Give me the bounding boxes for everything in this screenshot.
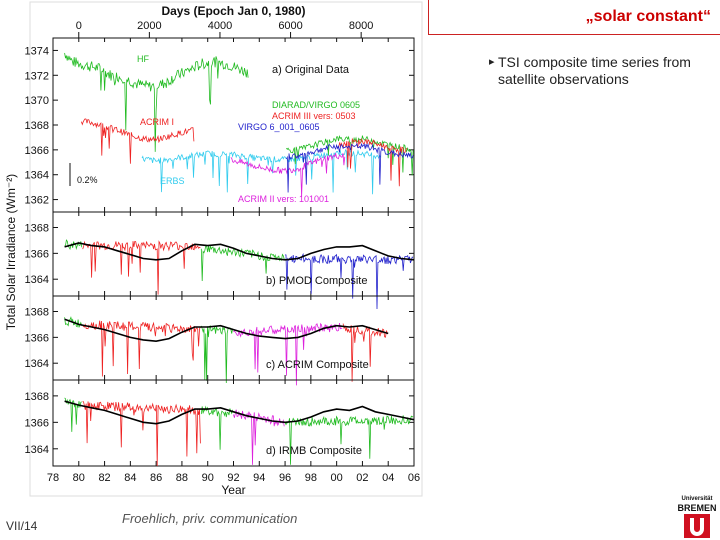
x-tick-label: 04 <box>382 472 394 484</box>
series-line <box>81 118 195 164</box>
y-tick-label: 1364 <box>25 274 49 286</box>
panel-plot-area <box>64 52 414 198</box>
composite-segment <box>233 322 343 386</box>
series-label: ERBS <box>160 176 185 186</box>
panel-2: 1368 1366 1364 b) PMOD Composite <box>25 211 415 310</box>
x-tick-label: 80 <box>73 472 85 484</box>
x-tick-label: 84 <box>124 472 136 484</box>
y-tick-label: 1364 <box>25 358 49 370</box>
series-label: DIARAD/VIRGO 0605 <box>272 100 360 110</box>
title-box: „solar constant“ <box>428 0 720 35</box>
x-tick-label: 78 <box>47 472 59 484</box>
composite-segment <box>233 409 285 465</box>
y-tick-label: 1368 <box>25 391 49 403</box>
y-tick-label: 1372 <box>25 70 49 82</box>
scale-note: 0.2% <box>77 175 98 185</box>
series-label: ACRIM I <box>140 117 174 127</box>
series-line <box>286 142 414 193</box>
composite-segment <box>82 320 201 377</box>
composite-segment <box>342 323 388 382</box>
x-tick-label: 98 <box>305 472 317 484</box>
composite-segment <box>285 252 414 310</box>
y-tick-label: 1366 <box>25 332 49 344</box>
panel-label: a) Original Data <box>272 64 350 76</box>
x-tick-label: 06 <box>408 472 420 484</box>
x-tick-label: 86 <box>150 472 162 484</box>
top-axis-label: Days (Epoch Jan 0, 1980) <box>161 4 305 18</box>
smoothed-line <box>64 242 414 261</box>
panel-plot-area <box>64 397 414 466</box>
series-line <box>64 52 249 152</box>
bullet-point: ▸ TSI composite time series from satelli… <box>489 54 713 88</box>
top-tick-label: 2000 <box>137 20 161 32</box>
y-tick-label: 1370 <box>25 95 49 107</box>
top-tick-label: 0 <box>76 20 82 32</box>
panel-label: d) IRMB Composite <box>266 445 362 457</box>
x-tick-label: 94 <box>253 472 265 484</box>
series-label: HF <box>137 54 149 64</box>
x-tick-label: 90 <box>202 472 214 484</box>
x-tick-label: 82 <box>98 472 110 484</box>
composite-segment <box>200 325 233 384</box>
logo-top-text: Universität <box>681 496 713 502</box>
composite-segment <box>284 415 414 465</box>
slide-title: „solar constant“ <box>585 8 711 25</box>
smoothed-line <box>64 400 414 425</box>
series-label: VIRGO 6_001_0605 <box>238 122 320 132</box>
figure-frame <box>29 1 423 497</box>
logo-bottom-text: BREMEN <box>677 503 717 513</box>
bullet-mark-icon: ▸ <box>489 56 495 68</box>
x-tick-label: 88 <box>176 472 188 484</box>
x-tick-label: 00 <box>331 472 343 484</box>
composite-segment <box>200 244 285 282</box>
panel-4: 1368 1366 1364 d) IRMB Composite <box>25 379 415 467</box>
credit-note: Froehlich, priv. communication <box>122 511 298 526</box>
y-tick-label: 1364 <box>25 170 49 182</box>
series-line <box>286 134 414 176</box>
x-tick-label: 92 <box>227 472 239 484</box>
y-tick-label: 1364 <box>25 444 49 456</box>
panel-3: 1368 1366 1364 c) ACRIM Composite <box>25 295 415 386</box>
top-tick-label: 6000 <box>278 20 302 32</box>
panel-label: c) ACRIM Composite <box>266 359 369 371</box>
composite-segment <box>82 400 201 466</box>
y-tick-label: 1366 <box>25 248 49 260</box>
y-tick-label: 1362 <box>25 195 49 207</box>
series-line <box>337 137 407 187</box>
panel-label: b) PMOD Composite <box>266 275 367 287</box>
series-line <box>141 148 382 195</box>
bullet-text: TSI composite time series from satellite… <box>498 54 691 87</box>
composite-segment <box>64 397 82 432</box>
top-tick-label: 4000 <box>208 20 232 32</box>
panel-plot-area <box>64 316 389 386</box>
y-tick-label: 1366 <box>25 145 49 157</box>
y-tick-label: 1368 <box>25 120 49 132</box>
y-tick-label: 1368 <box>25 223 49 235</box>
y-tick-label: 1366 <box>25 417 49 429</box>
logo-emblem-icon <box>684 514 710 538</box>
series-label: ACRIM III vers: 0503 <box>272 111 356 121</box>
y-axis-title: Total Solar Irradiance (Wm⁻²) <box>4 174 18 330</box>
y-tick-label: 1368 <box>25 307 49 319</box>
panel-1: 1374 1372 1370 1368 1366 1364 1362 HF ACRIM I ERB… <box>25 37 415 213</box>
series-label: ACRIM II vers: 101001 <box>238 194 329 204</box>
x-tick-label: 96 <box>279 472 291 484</box>
university-logo: Universität BREMEN <box>676 494 718 538</box>
top-tick-label: 8000 <box>349 20 373 32</box>
slide-number: VII/14 <box>6 519 38 533</box>
smoothed-line <box>64 318 389 343</box>
x-tick-label: 02 <box>356 472 368 484</box>
panel-plot-area <box>64 239 414 310</box>
y-tick-label: 1374 <box>25 45 49 57</box>
x-axis-title: Year <box>221 483 245 497</box>
